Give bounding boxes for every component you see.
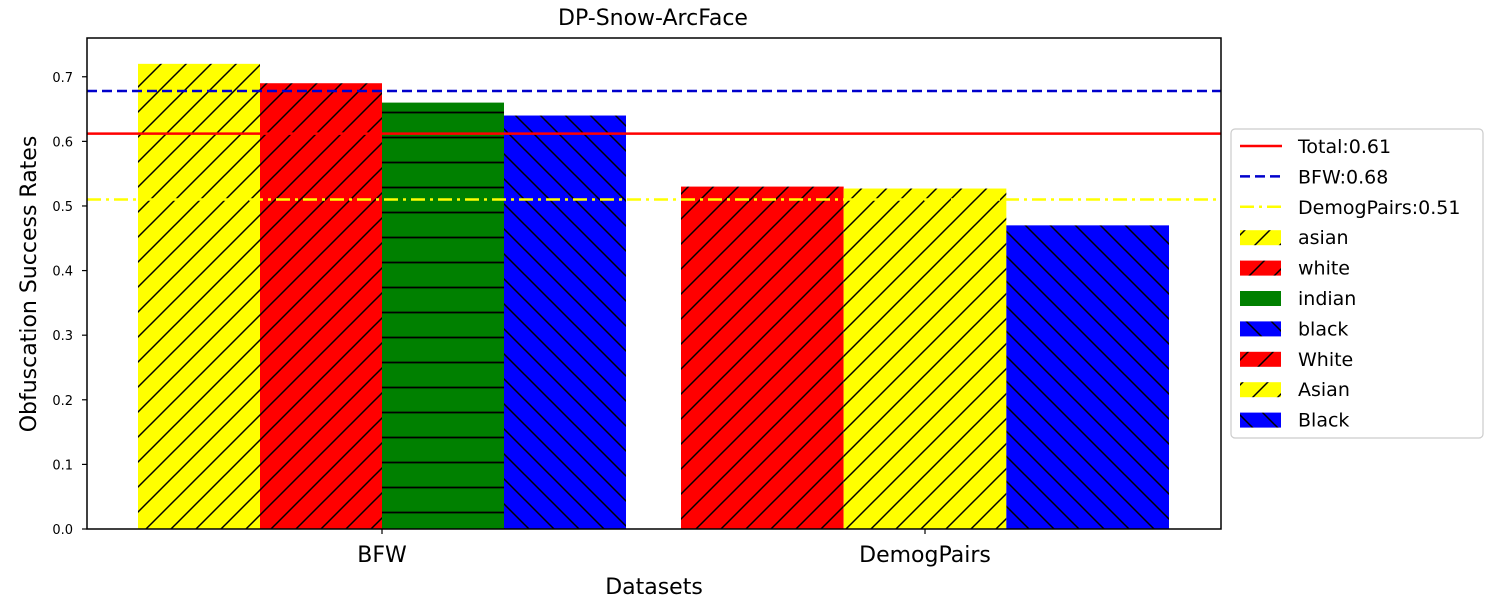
bar-demogpairs-white: [681, 186, 844, 529]
bar-bfw-indian: [382, 102, 504, 530]
legend-patch-swatch: [1240, 321, 1281, 337]
legend-entry: black: [1240, 318, 1348, 340]
legend-patch-swatch: [1240, 230, 1281, 246]
legend-entry: white: [1240, 258, 1350, 280]
y-tick-label: 0.1: [52, 458, 73, 473]
y-tick-label: 0.0: [52, 523, 73, 538]
bar-bfw-white: [260, 83, 382, 529]
y-axis-title: Obfuscation Success Rates: [17, 136, 42, 433]
chart-title: DP-Snow-ArcFace: [558, 6, 748, 31]
y-tick-label: 0.6: [52, 135, 73, 150]
bar-demogpairs-asian: [843, 188, 1007, 529]
plot-area: 0.0 0.1 0.2 0.3 0.4 0.5 0.6 0.7 BFW DemogPairs: [52, 37, 1222, 568]
legend-entry: Black: [1240, 410, 1349, 432]
legend-label: black: [1298, 318, 1348, 340]
legend-entry: BFW:0.68: [1240, 166, 1388, 188]
x-axis-title: Datasets: [605, 575, 703, 600]
y-tick-label: 0.3: [52, 329, 73, 344]
legend-entry: White: [1240, 349, 1353, 371]
legend-label: BFW:0.68: [1298, 166, 1388, 188]
legend-entry: DemogPairs:0.51: [1240, 197, 1460, 219]
x-tick-label: BFW: [357, 543, 407, 568]
legend-label: asian: [1298, 227, 1349, 249]
legend-label: White: [1298, 349, 1353, 371]
legend-patch-swatch: [1240, 291, 1281, 306]
bar-demogpairs-black: [1006, 225, 1169, 529]
y-tick-label: 0.7: [52, 71, 73, 86]
legend-entry: Asian: [1240, 379, 1350, 401]
legend-label: DemogPairs:0.51: [1298, 197, 1460, 219]
y-tick-label: 0.4: [52, 265, 73, 280]
bar-bfw-asian: [138, 63, 260, 530]
legend-box: [1230, 128, 1484, 439]
legend-entry: Total:0.61: [1240, 136, 1391, 158]
legend: Total:0.61 BFW:0.68 DemogPairs:0.51 asian wh…: [1230, 128, 1484, 439]
x-tick-label: DemogPairs: [859, 543, 991, 568]
y-tick-label: 0.5: [52, 200, 73, 215]
bar-bfw-black: [504, 115, 626, 530]
legend-entry: indian: [1240, 288, 1356, 310]
legend-label: indian: [1298, 288, 1356, 310]
legend-label: white: [1298, 258, 1350, 280]
legend-patch-swatch: [1240, 382, 1281, 398]
legend-patch-swatch: [1240, 351, 1281, 367]
legend-label: Black: [1298, 410, 1349, 432]
y-tick-label: 0.2: [52, 394, 73, 409]
legend-label: Asian: [1298, 379, 1350, 401]
legend-patch-swatch: [1240, 412, 1281, 428]
plot-frame: [86, 37, 1222, 530]
legend-patch-swatch: [1240, 260, 1281, 276]
legend-label: Total:0.61: [1297, 136, 1391, 158]
legend-entry: asian: [1240, 227, 1349, 249]
